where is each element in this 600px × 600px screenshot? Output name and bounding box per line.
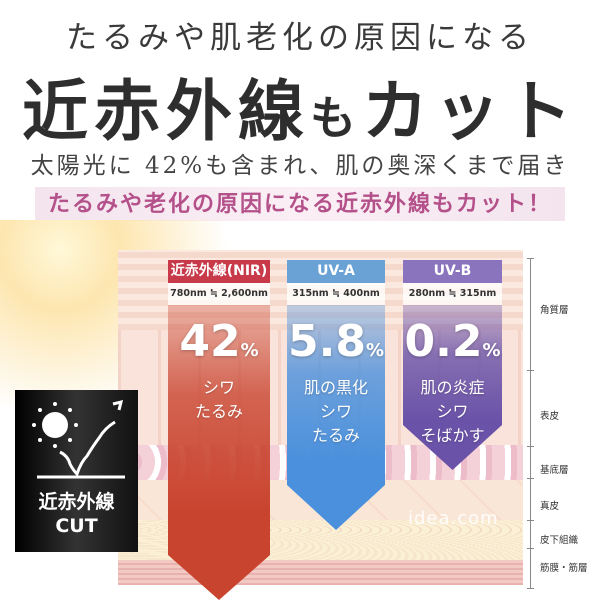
scale-tick: [527, 478, 534, 479]
percentage: 42%: [168, 317, 270, 376]
scale-tick: [527, 548, 534, 549]
penetration-arrow: 42% シワたるみ: [168, 305, 270, 600]
column-header: UV-B: [403, 260, 502, 283]
penetration-arrow: 0.2% 肌の炎症シワそばかす: [403, 305, 502, 470]
effect-label: シワ: [436, 402, 469, 421]
nir-cut-badge: 近赤外線 CUT: [15, 390, 138, 552]
layer-label: 筋膜・筋層: [540, 563, 588, 574]
headline-line1: たるみや肌老化の原因になる: [66, 20, 534, 56]
wavelength-range: 780nm ≒ 2,600nm: [168, 283, 270, 305]
subheadline: 太陽光に 42%も含まれ、肌の奥深くまで届き: [30, 153, 570, 179]
effect-label: 肌の黒化: [303, 378, 368, 397]
scale-tick: [527, 446, 534, 447]
layer-label: 表皮: [540, 411, 560, 422]
effect-label: たるみ: [194, 402, 243, 421]
scale-tick: [527, 520, 534, 521]
wavelength-range: 315nm ≒ 400nm: [287, 283, 385, 305]
effect-label: そばかす: [420, 426, 485, 445]
headline-main: 近赤外線: [22, 72, 310, 150]
scale-tick: [527, 258, 534, 259]
percentage-unit: %: [482, 340, 501, 361]
percentage-value: 5.8: [288, 316, 366, 367]
layer-label: 皮下組織: [540, 535, 579, 546]
percentage-value: 42: [179, 316, 241, 367]
layer-label: 角質層: [540, 305, 569, 316]
headline-end: カット: [362, 72, 578, 150]
percentage-unit: %: [240, 340, 259, 361]
highlight-band: たるみや老化の原因になる近赤外線もカット！: [35, 187, 565, 221]
column-1: UV-A 315nm ≒ 400nm 5.8% 肌の黒化 シワ たるみ: [287, 260, 385, 305]
layer-label: 基底層: [540, 465, 569, 476]
effect-label: シワ: [202, 378, 235, 397]
badge-line1: 近赤外線: [38, 491, 115, 513]
layer-label: 真皮: [540, 501, 560, 512]
percentage-value: 0.2: [404, 316, 483, 367]
percentage: 0.2%: [403, 317, 502, 376]
penetration-arrow: 5.8% 肌の黒化シワたるみ: [287, 305, 385, 530]
layer-scale: [530, 258, 531, 588]
column-header: UV-A: [287, 260, 385, 283]
effect-label: シワ: [319, 402, 352, 421]
badge-line2: CUT: [55, 515, 98, 537]
sun-reflect-icon: [32, 399, 125, 479]
effect-label: 肌の炎症: [420, 378, 485, 397]
scale-tick: [527, 370, 534, 371]
column-0: 近赤外線(NIR) 780nm ≒ 2,600nm 42% シワ たるみ: [168, 260, 270, 305]
column-2: UV-B 280nm ≒ 315nm 0.2% 肌の炎症 シワ そばかす: [403, 260, 502, 305]
column-header: 近赤外線(NIR): [168, 260, 270, 283]
scale-tick: [527, 588, 534, 589]
effect-label: たるみ: [311, 426, 360, 445]
headline-particle: も: [310, 91, 362, 145]
headline-line2: 近赤外線もカット: [0, 58, 600, 154]
percentage-unit: %: [365, 340, 384, 361]
watermark: idea.com: [408, 508, 499, 529]
wavelength-range: 280nm ≒ 315nm: [403, 283, 502, 305]
percentage: 5.8%: [287, 317, 385, 376]
